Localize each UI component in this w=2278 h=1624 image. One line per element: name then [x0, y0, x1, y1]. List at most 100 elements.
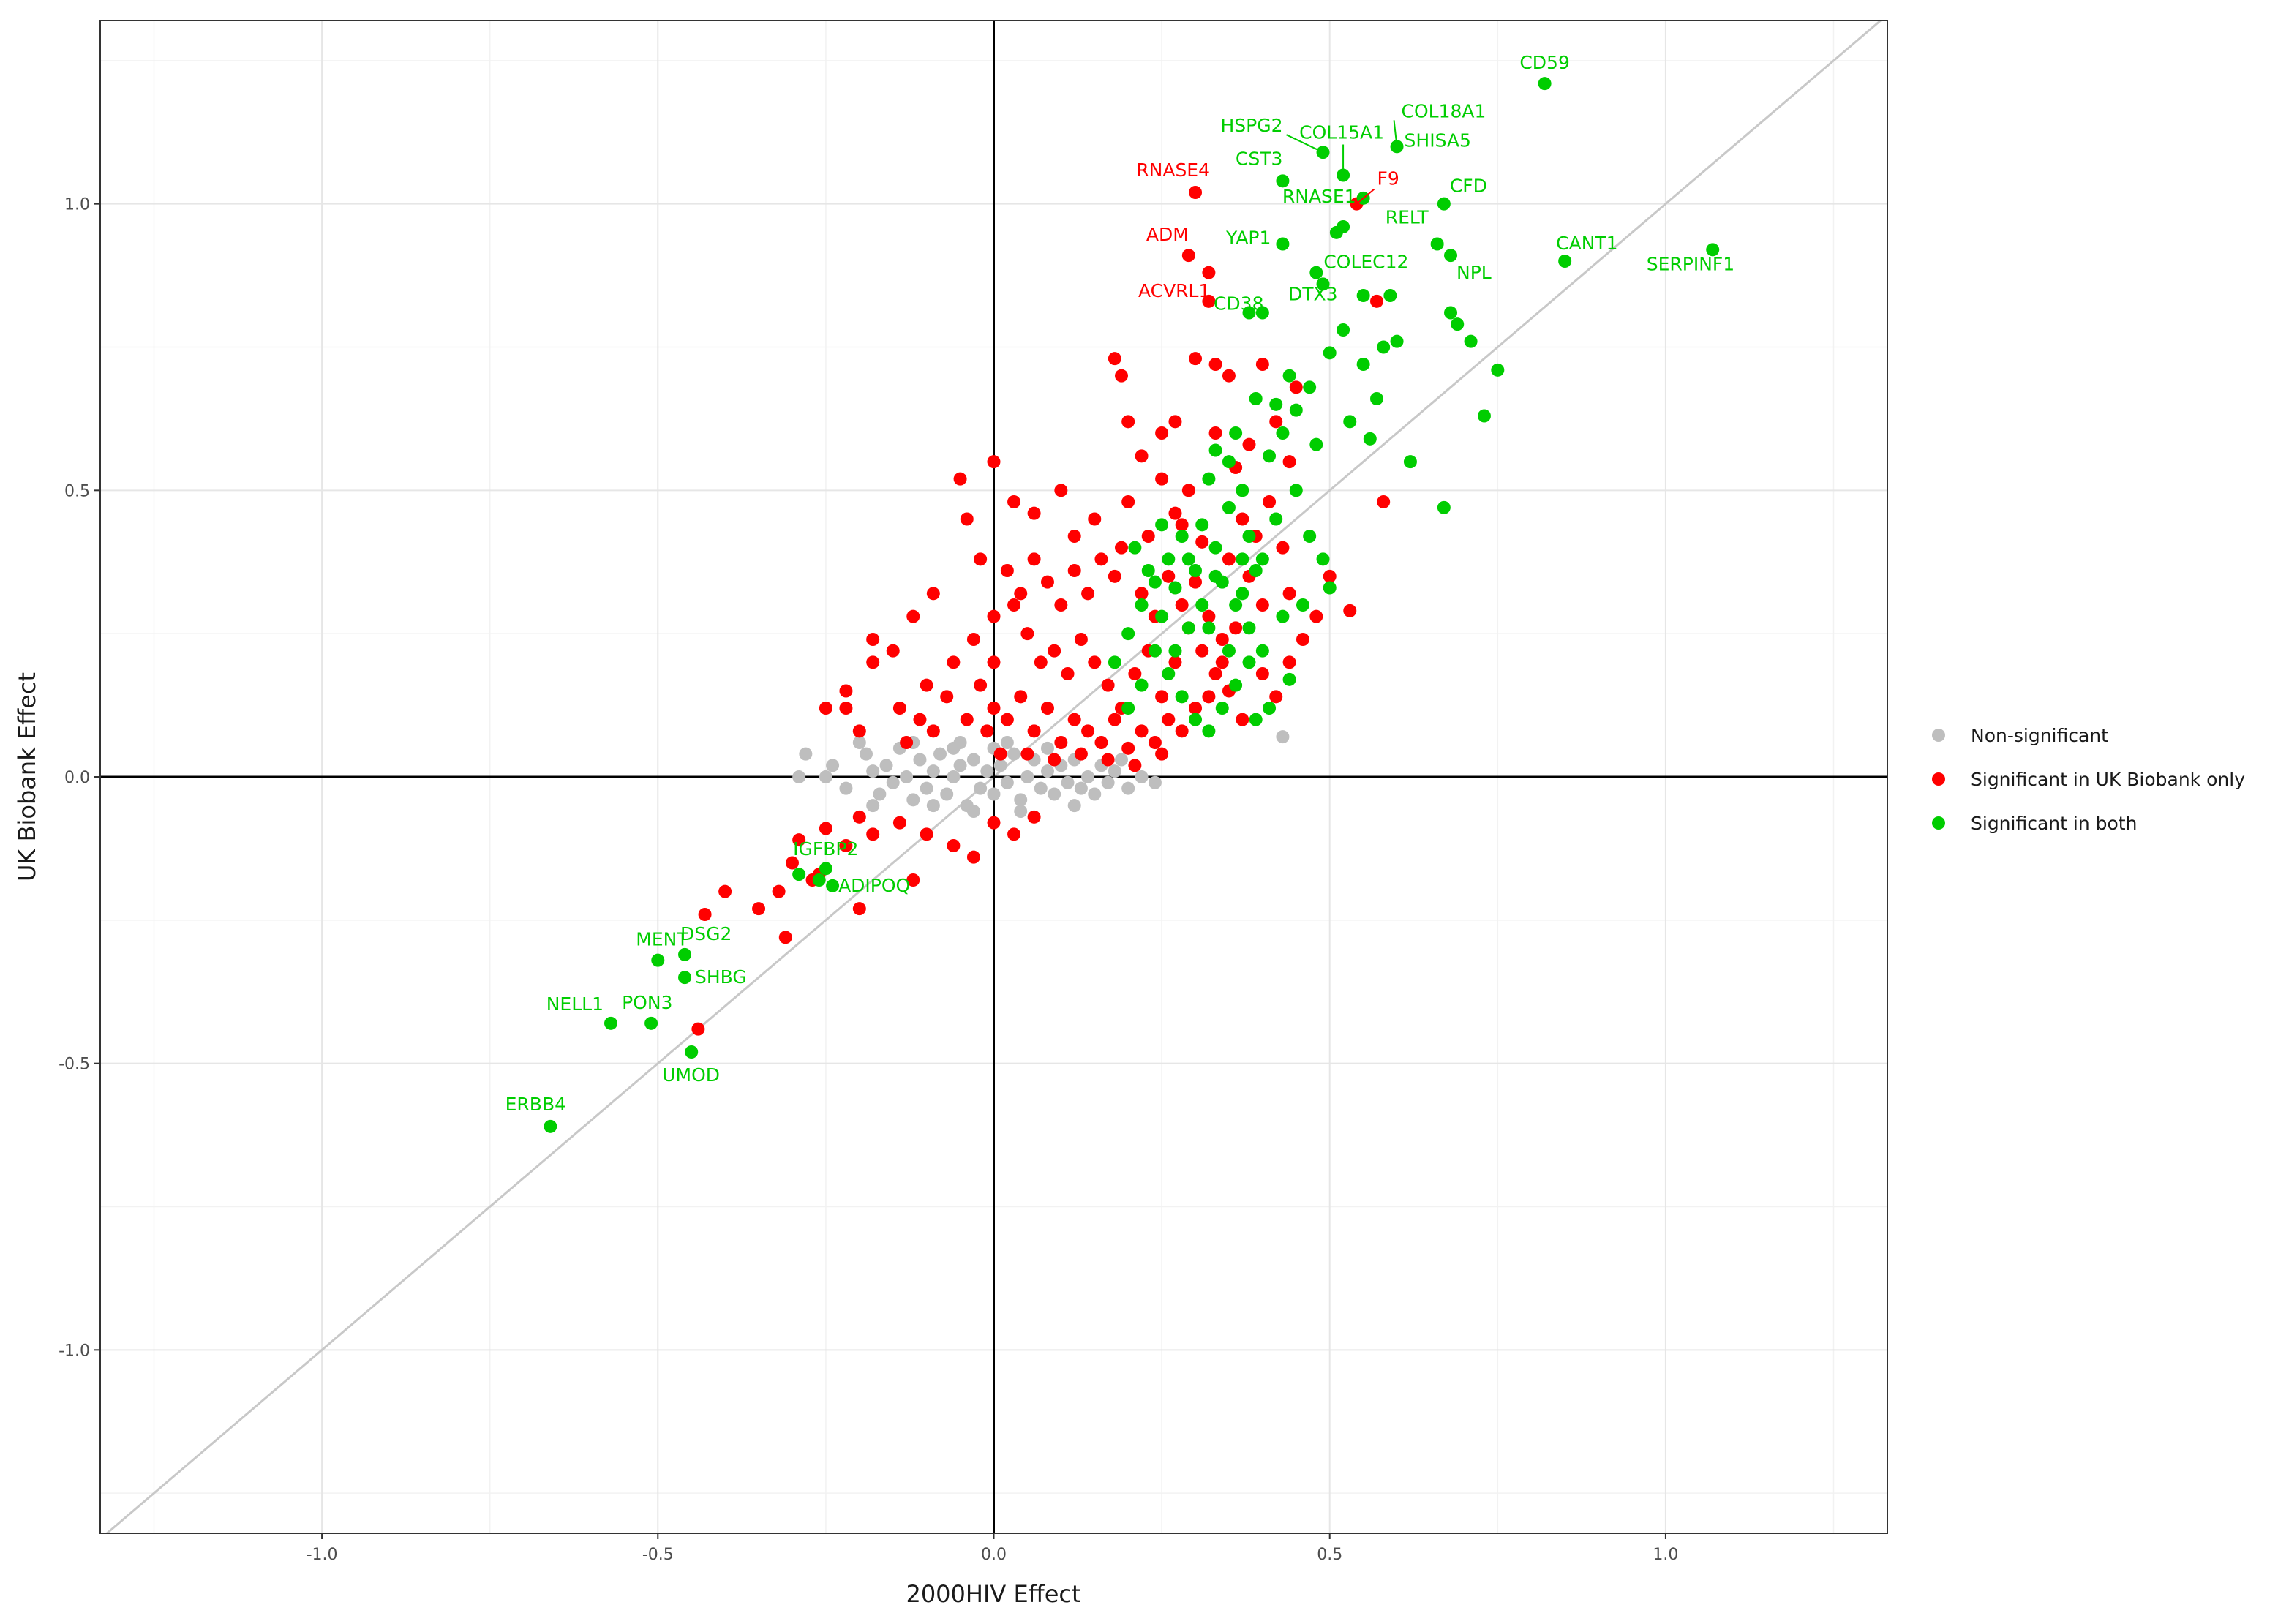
point-non-significant — [1108, 764, 1121, 778]
legend: Non-significant Significant in UK Biobank… — [1932, 725, 2245, 834]
point-significant-in-both — [792, 868, 806, 881]
point-non-significant — [906, 793, 920, 807]
point-label-pon3: PON3 — [622, 992, 672, 1013]
point-label-umod: UMOD — [662, 1064, 720, 1086]
point-significant-uk-biobank-only — [1007, 495, 1021, 508]
point-significant-uk-biobank-only — [1370, 294, 1383, 308]
point-non-significant — [1115, 753, 1128, 767]
point-non-significant — [1135, 770, 1149, 783]
point-significant-uk-biobank-only — [1168, 655, 1182, 669]
point-significant-uk-biobank-only — [906, 873, 920, 887]
point-significant-uk-biobank-only — [1027, 810, 1041, 824]
point-significant-in-both — [1316, 552, 1330, 566]
point-significant-uk-biobank-only — [839, 684, 853, 698]
point-significant-uk-biobank-only — [906, 609, 920, 623]
point-significant-in-both — [1128, 541, 1142, 555]
point-significant-uk-biobank-only — [1088, 655, 1102, 669]
point-significant-in-both — [1202, 724, 1216, 738]
point-significant-in-both — [1276, 426, 1290, 440]
point-non-significant — [966, 753, 980, 767]
point-significant-in-both — [1208, 443, 1222, 457]
point-significant-uk-biobank-only — [1175, 724, 1189, 738]
point-significant-in-both — [1491, 363, 1505, 377]
point-significant-uk-biobank-only — [1343, 604, 1357, 617]
point-significant-uk-biobank-only — [1135, 587, 1149, 601]
point-significant-uk-biobank-only — [866, 827, 880, 841]
point-significant-uk-biobank-only — [1081, 724, 1095, 738]
point-significant-in-both — [1195, 598, 1209, 612]
point-non-significant — [1000, 775, 1014, 789]
point-non-significant — [1074, 781, 1088, 795]
point-non-significant — [1034, 781, 1048, 795]
point-significant-in-both — [1444, 306, 1458, 320]
x-tick-label: 1.0 — [1653, 1546, 1678, 1564]
point-significant-uk-biobank-only — [1014, 587, 1028, 601]
point-non-significant — [1067, 799, 1081, 813]
point-significant-uk-biobank-only — [1289, 380, 1303, 394]
point-label-relt: RELT — [1386, 207, 1429, 228]
point-significant-in-both — [1276, 609, 1290, 623]
point-significant-in-both — [1383, 289, 1397, 302]
x-axis-title: 2000HIV Effect — [906, 1580, 1080, 1608]
point-significant-in-both — [1242, 621, 1256, 635]
point-significant-in-both — [1370, 392, 1383, 405]
point-label-cd38: CD38 — [1214, 293, 1264, 315]
label-leader-line — [1393, 120, 1398, 147]
point-significant-uk-biobank-only — [960, 713, 974, 726]
point-label-yap1: YAP1 — [1225, 228, 1271, 249]
point-significant-uk-biobank-only — [1255, 598, 1269, 612]
point-significant-uk-biobank-only — [1067, 530, 1081, 543]
point-significant-uk-biobank-only — [900, 736, 914, 749]
point-significant-uk-biobank-only — [920, 678, 933, 692]
point-significant-uk-biobank-only — [1202, 609, 1216, 623]
point-significant-uk-biobank-only — [1282, 455, 1296, 469]
point-label-dtx3: DTX3 — [1288, 283, 1338, 304]
point-significant-uk-biobank-only — [1108, 352, 1121, 366]
point-label-ment: MENT — [636, 929, 688, 950]
point-significant-in-both — [1269, 397, 1283, 411]
point-significant-uk-biobank-only — [698, 908, 712, 921]
point-significant-uk-biobank-only — [1222, 369, 1236, 383]
point-significant-in-both — [1263, 449, 1277, 463]
point-significant-uk-biobank-only — [892, 702, 906, 715]
point-non-significant — [852, 736, 866, 749]
point-label-dsg2: DSG2 — [680, 923, 732, 944]
point-label-rnase1: RNASE1 — [1282, 186, 1356, 207]
point-non-significant — [953, 759, 967, 772]
point-significant-uk-biobank-only — [1282, 587, 1296, 601]
point-significant-uk-biobank-only — [1263, 495, 1277, 508]
point-non-significant — [933, 747, 947, 761]
point-significant-uk-biobank-only — [974, 678, 988, 692]
x-tick-label: 0.5 — [1317, 1546, 1342, 1564]
point-significant-in-both — [1403, 455, 1417, 469]
point-significant-uk-biobank-only — [1108, 569, 1121, 583]
point-significant-uk-biobank-only — [1007, 598, 1021, 612]
point-non-significant — [947, 770, 961, 783]
point-significant-uk-biobank-only — [1048, 753, 1061, 767]
point-non-significant — [1121, 781, 1135, 795]
point-significant-uk-biobank-only — [1040, 575, 1054, 589]
point-label-shisa5: SHISA5 — [1405, 129, 1471, 151]
point-significant-in-both — [1289, 484, 1303, 497]
point-significant-uk-biobank-only — [1189, 575, 1203, 589]
point-significant-uk-biobank-only — [1115, 541, 1128, 555]
point-significant-uk-biobank-only — [1101, 753, 1115, 767]
point-significant-in-both — [1269, 512, 1283, 526]
point-significant-in-both — [1363, 432, 1377, 446]
point-non-significant — [1014, 793, 1028, 807]
point-significant-in-both — [1229, 598, 1243, 612]
point-label-erbb4: ERBB4 — [505, 1094, 566, 1115]
point-significant-in-both — [1356, 358, 1370, 371]
point-significant-uk-biobank-only — [1229, 621, 1243, 635]
point-significant-uk-biobank-only — [987, 702, 1001, 715]
point-significant-uk-biobank-only — [839, 702, 853, 715]
point-significant-uk-biobank-only — [1048, 644, 1061, 658]
point-significant-uk-biobank-only — [1296, 633, 1309, 646]
point-non-significant — [966, 805, 980, 818]
point-significant-in-both — [1155, 609, 1169, 623]
point-significant-in-both — [1162, 667, 1176, 680]
legend-label-2: Significant in UK Biobank only — [1971, 769, 2245, 790]
point-significant-uk-biobank-only — [819, 822, 832, 835]
point-significant-in-both — [819, 862, 832, 876]
point-non-significant — [1000, 736, 1014, 749]
